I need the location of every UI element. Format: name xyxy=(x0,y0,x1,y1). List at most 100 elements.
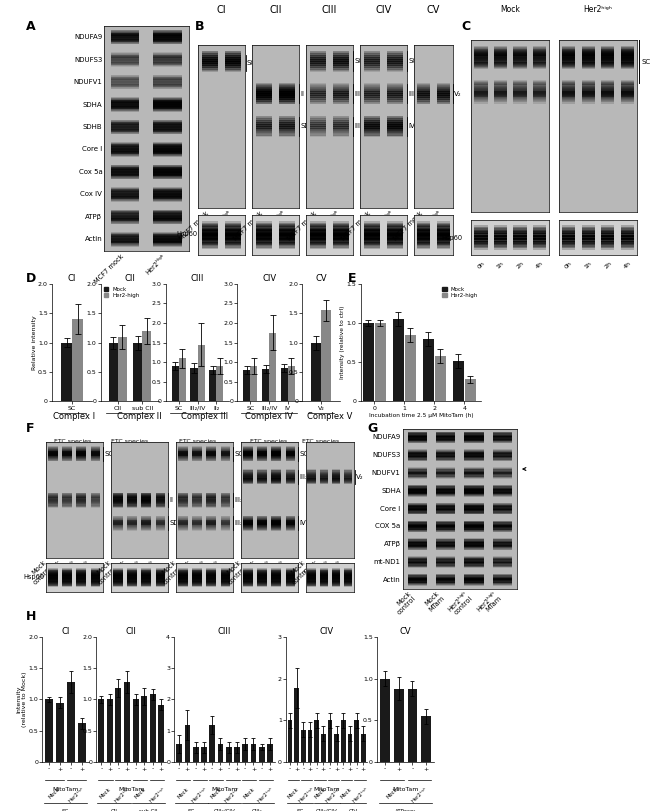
Text: ETC species: ETC species xyxy=(179,439,216,444)
Bar xyxy=(98,699,105,762)
Text: SDHA: SDHA xyxy=(83,101,102,108)
Text: Mock
MTam: Mock MTam xyxy=(239,560,262,582)
Title: Complex V: Complex V xyxy=(307,412,352,421)
Text: Her2ʰⁱᵍʰ: Her2ʰⁱᵍʰ xyxy=(410,786,428,804)
Title: CI: CI xyxy=(68,274,76,283)
Title: CV: CV xyxy=(427,6,440,15)
Text: Her2ʰⁱᵍʰ: Her2ʰⁱᵍʰ xyxy=(351,786,369,804)
Bar xyxy=(405,335,415,401)
Text: CII: CII xyxy=(111,809,118,811)
Text: Mock
control: Mock control xyxy=(391,590,417,616)
Text: ETC species: ETC species xyxy=(111,439,149,444)
Bar xyxy=(68,682,75,762)
Text: Mock
control: Mock control xyxy=(27,560,53,586)
Text: MCF7 mock: MCF7 mock xyxy=(393,210,424,242)
Legend: Mock, Her2-high: Mock, Her2-high xyxy=(103,286,140,298)
Text: Mock: Mock xyxy=(385,786,398,800)
Bar xyxy=(341,720,346,762)
Text: Her2ʰⁱᵍʰ: Her2ʰⁱᵍʰ xyxy=(114,786,131,804)
Text: SC: SC xyxy=(246,60,255,66)
Bar xyxy=(465,380,476,401)
Bar xyxy=(267,744,273,762)
Text: V₂: V₂ xyxy=(454,91,462,97)
Title: Complex II: Complex II xyxy=(117,412,161,421)
Bar xyxy=(133,699,138,762)
Text: SC: SC xyxy=(105,451,114,457)
Text: SC: SC xyxy=(188,809,195,811)
Bar xyxy=(209,370,216,401)
Text: SC: SC xyxy=(354,58,363,64)
Text: MCF7 mock: MCF7 mock xyxy=(94,253,125,285)
Bar xyxy=(190,368,198,401)
Y-axis label: Relative intensity: Relative intensity xyxy=(32,315,36,370)
Text: NDUFV1: NDUFV1 xyxy=(372,470,400,476)
Text: Her2ʰⁱᵍʰ: Her2ʰⁱᵍʰ xyxy=(257,786,274,804)
Text: Core I: Core I xyxy=(380,505,400,512)
Text: Mock: Mock xyxy=(340,786,353,800)
Text: Hsp60: Hsp60 xyxy=(23,573,44,580)
Bar xyxy=(216,367,224,401)
Bar xyxy=(321,311,332,401)
Bar xyxy=(348,734,352,762)
Text: ETC species: ETC species xyxy=(250,439,288,444)
Bar xyxy=(294,688,299,762)
Text: ATPβ: ATPβ xyxy=(384,541,400,547)
Bar xyxy=(453,361,463,401)
Text: Her2ʰⁱᵍʰ
control: Her2ʰⁱᵍʰ control xyxy=(185,560,211,586)
Bar xyxy=(193,747,198,762)
Bar xyxy=(218,744,224,762)
Title: CII: CII xyxy=(126,627,136,636)
Text: MCF7 mock: MCF7 mock xyxy=(179,210,210,242)
Text: Her2ʰⁱᵍʰ: Her2ʰⁱᵍʰ xyxy=(191,786,209,804)
Bar xyxy=(234,747,240,762)
Text: Mock: Mock xyxy=(177,786,190,800)
Text: D: D xyxy=(26,272,36,285)
Bar xyxy=(393,320,404,401)
Text: MitoTam: MitoTam xyxy=(393,787,419,792)
Text: NDUFA9: NDUFA9 xyxy=(74,34,102,40)
Text: NDUFV1: NDUFV1 xyxy=(73,79,102,85)
Text: Her2ʰⁱᵍʰ
MTam: Her2ʰⁱᵍʰ MTam xyxy=(476,590,502,617)
Y-axis label: Intensity (relative to ctrl): Intensity (relative to ctrl) xyxy=(341,306,345,380)
Text: Mock: Mock xyxy=(242,786,256,800)
Text: Her2ʰⁱᵍʰ
MTam: Her2ʰⁱᵍʰ MTam xyxy=(69,560,96,586)
Text: Core I: Core I xyxy=(82,147,102,152)
Bar xyxy=(408,689,417,762)
Text: Her2ʰⁱᵍʰ
control: Her2ʰⁱᵍʰ control xyxy=(309,560,336,586)
Text: Mock
MTam: Mock MTam xyxy=(44,560,67,582)
Text: Her2ʰⁱᵍʰ: Her2ʰⁱᵍʰ xyxy=(68,786,86,804)
Text: SDHA*: SDHA* xyxy=(170,520,192,526)
Text: Her2ʰⁱᵍʰ
control: Her2ʰⁱᵍʰ control xyxy=(120,560,146,586)
Title: CII: CII xyxy=(269,6,282,15)
Text: IV: IV xyxy=(300,520,306,526)
Text: III₂/IV: III₂/IV xyxy=(408,91,426,97)
Text: Her2ʰⁱᵍʰ: Her2ʰⁱᵍʰ xyxy=(298,786,315,804)
Bar xyxy=(301,730,305,762)
Text: Mock: Mock xyxy=(133,786,146,800)
Text: CIII₂/CIV: CIII₂/CIV xyxy=(214,809,235,811)
Text: IV: IV xyxy=(408,123,415,129)
Bar xyxy=(185,725,190,762)
Y-axis label: Intensity
(relative to Mock): Intensity (relative to Mock) xyxy=(16,672,27,727)
Text: sub CII: sub CII xyxy=(139,809,158,811)
Text: MCF7 mock: MCF7 mock xyxy=(341,210,372,242)
Title: CIV: CIV xyxy=(376,6,391,15)
Text: Her2ʰⁱᵍʰ
MTam: Her2ʰⁱᵍʰ MTam xyxy=(321,560,348,586)
Text: Mock
MTam: Mock MTam xyxy=(109,560,132,582)
Text: MitoTam: MitoTam xyxy=(313,787,340,792)
Text: Her2ʰⁱᵍʰ
control: Her2ʰⁱᵍʰ control xyxy=(250,560,276,586)
Text: Mock
control: Mock control xyxy=(286,560,311,586)
Text: SDHA*: SDHA* xyxy=(300,123,324,129)
Text: Her2ʰⁱᵍʰ
control: Her2ʰⁱᵍʰ control xyxy=(55,560,81,586)
Text: III₂: III₂ xyxy=(235,520,243,526)
Bar xyxy=(141,697,147,762)
Bar xyxy=(321,734,326,762)
Legend: Mock, Her2-high: Mock, Her2-high xyxy=(442,286,478,298)
Text: SC: SC xyxy=(642,58,650,65)
Bar xyxy=(72,320,83,401)
Bar xyxy=(307,730,312,762)
Text: SC: SC xyxy=(300,451,309,457)
Text: II: II xyxy=(170,497,174,503)
Text: III₂/IV: III₂/IV xyxy=(354,91,372,97)
Text: ATPβ: ATPβ xyxy=(85,214,102,220)
